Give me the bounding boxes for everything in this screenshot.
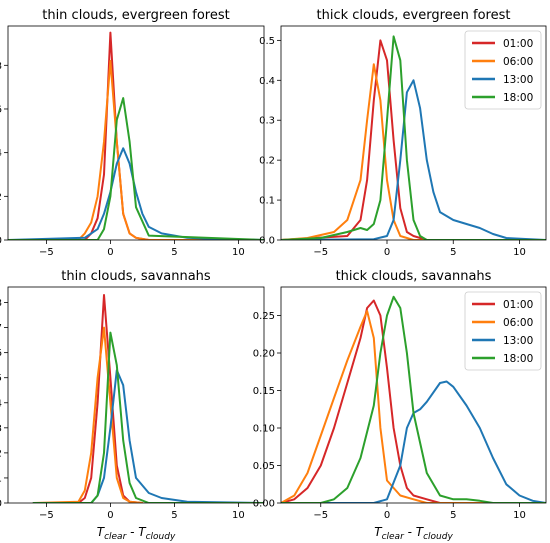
series-line-4 [32, 331, 264, 503]
x-tick-label: 5 [450, 247, 456, 258]
legend-label: 06:00 [503, 317, 533, 329]
y-tick-label: 0.4 [0, 148, 2, 159]
chart-panel-2: thick clouds, evergreen forest 0.0 0.1 0.2 0… [259, 8, 547, 258]
y-tick-label: 0.3 [0, 423, 2, 434]
x-tick-label: 10 [232, 247, 245, 258]
legend-label: 18:00 [503, 353, 533, 365]
series-line-2 [32, 326, 144, 503]
legend-label: 01:00 [503, 299, 533, 311]
y-tick-label: 0.5 [259, 36, 275, 47]
chart-panel-3: thin clouds, savannahs 0.0 0.1 0.2 0.3 0.4 0.5… [0, 269, 265, 542]
chart-title: thin clouds, evergreen forest [42, 8, 230, 23]
x-tick-label: 0 [107, 510, 113, 521]
legend-label: 18:00 [503, 92, 533, 104]
y-tick-label: 0.10 [253, 424, 275, 435]
x-tick-label: −5 [313, 247, 328, 258]
y-tick-label: 0.0 [0, 499, 2, 510]
x-tick-label: 10 [232, 510, 245, 521]
x-tick-label: 5 [171, 247, 177, 258]
y-tick-label: 0.20 [253, 349, 275, 360]
y-tick-label: 0.3 [259, 116, 275, 127]
y-tick-label: 0.4 [259, 76, 275, 87]
series-line-4 [281, 35, 546, 240]
y-tick-label: 0.1 [259, 196, 275, 207]
y-tick-label: 0.25 [253, 311, 275, 322]
legend-box [464, 30, 542, 110]
y-tick-label: 0.5 [0, 373, 2, 384]
x-tick-label: 10 [513, 247, 526, 258]
y-tick-label: 0.8 [0, 298, 2, 309]
y-tick-label: 0.1 [0, 473, 2, 484]
y-tick-label: 0.8 [0, 61, 2, 72]
series-line-3 [281, 79, 546, 240]
series-line-2 [281, 310, 546, 503]
y-tick-label: 0.00 [253, 499, 275, 510]
legend-label: 01:00 [503, 38, 533, 50]
legend-box [464, 291, 542, 371]
x-tick-label: 5 [171, 510, 177, 521]
legend: 01:00 06:00 13:00 18:00 [464, 291, 542, 371]
x-tick-label: 0 [384, 247, 390, 258]
legend-label: 13:00 [503, 335, 533, 347]
chart-panel-4: thick clouds, savannahs 0.00 0.05 0.10 0.15 0… [253, 269, 547, 542]
x-axis-label: Tclear - Tcloudy [97, 525, 176, 542]
axes-frame [7, 25, 265, 241]
chart-title: thick clouds, evergreen forest [317, 8, 511, 23]
y-tick-label: 0.7 [0, 323, 2, 334]
series-line-1 [281, 39, 546, 240]
y-tick-label: 0.2 [0, 448, 2, 459]
series-line-3 [32, 369, 264, 503]
series-line-1 [32, 294, 144, 503]
x-axis-label: Tclear - Tcloudy [374, 525, 453, 542]
series-line-2 [281, 63, 546, 240]
series-line-2 [8, 59, 264, 240]
y-tick-label: 0.2 [259, 156, 275, 167]
x-tick-label: 0 [384, 510, 390, 521]
y-tick-label: 0.2 [0, 192, 2, 203]
y-tick-label: 0.0 [259, 236, 275, 247]
x-tick-label: −5 [39, 510, 54, 521]
chart-panel-1: thin clouds, evergreen forest 0.0 0.2 0.4 0.… [0, 8, 265, 258]
x-tick-label: 5 [450, 510, 456, 521]
axes-frame [280, 286, 547, 504]
y-tick-label: 0.4 [0, 398, 2, 409]
x-tick-label: 10 [513, 510, 526, 521]
legend-label: 13:00 [503, 74, 533, 86]
series-line-4 [281, 295, 546, 503]
y-tick-label: 0.6 [0, 348, 2, 359]
chart-title: thin clouds, savannahs [61, 269, 211, 284]
series-line-1 [281, 299, 546, 503]
y-tick-label: 0.6 [0, 104, 2, 115]
y-tick-label: 0.15 [253, 386, 275, 397]
legend: 01:00 06:00 13:00 18:00 [464, 30, 542, 110]
axes-frame [280, 25, 547, 241]
series-line-4 [8, 97, 264, 240]
series-line-3 [281, 380, 546, 503]
chart-title: thick clouds, savannahs [336, 269, 492, 284]
y-tick-label: 0.05 [253, 461, 275, 472]
x-tick-label: −5 [313, 510, 328, 521]
x-tick-label: 0 [107, 247, 113, 258]
legend-label: 06:00 [503, 56, 533, 68]
series-line-3 [8, 147, 264, 240]
axes-frame [7, 286, 265, 504]
y-tick-label: 0.0 [0, 236, 2, 247]
x-tick-label: −5 [39, 247, 54, 258]
